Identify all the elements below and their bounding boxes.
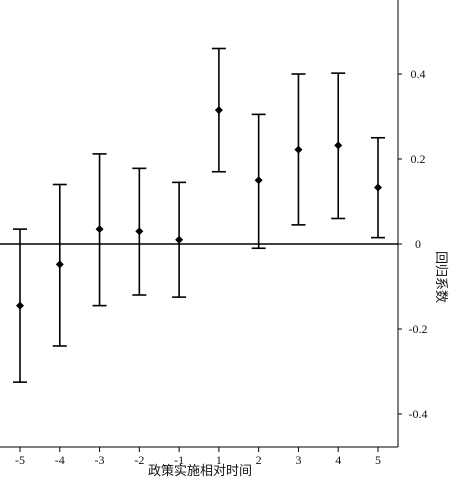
point-estimate: [175, 235, 184, 244]
x-tick-label: 3: [295, 453, 301, 467]
point-estimate: [55, 260, 64, 269]
point-estimate: [135, 227, 144, 236]
x-axis-title: 政策实施相对时间: [148, 463, 252, 479]
x-tick-label: 1: [216, 453, 222, 467]
x-tick-label: -2: [134, 453, 144, 467]
chart-marks: 0.4 0.2 0 -0.2 -0.4 -5 -4 -3 -2 -1 1 2 3 4 5: [0, 0, 428, 467]
y-tick-label: -0.2: [409, 322, 428, 336]
y-tick-label: 0.4: [411, 67, 426, 81]
y-tick-label: 0: [415, 237, 421, 251]
x-tick-label: -1: [174, 453, 184, 467]
y-axis-title: 回归系数: [433, 251, 448, 303]
x-tick-label: 2: [256, 453, 262, 467]
point-estimate: [254, 176, 263, 185]
x-tick-label: 5: [375, 453, 381, 467]
y-tick-label: 0.2: [411, 152, 426, 166]
x-tick-label: -4: [55, 453, 65, 467]
x-tick-label: -3: [95, 453, 105, 467]
point-estimate: [294, 145, 303, 154]
point-estimate: [214, 106, 223, 115]
x-tick-label: -5: [15, 453, 25, 467]
y-tick-label: -0.4: [409, 407, 428, 421]
point-estimate: [334, 141, 343, 150]
point-estimate: [374, 183, 382, 192]
x-tick-label: 4: [335, 453, 341, 467]
point-estimate: [95, 225, 104, 234]
point-estimate: [16, 301, 24, 310]
